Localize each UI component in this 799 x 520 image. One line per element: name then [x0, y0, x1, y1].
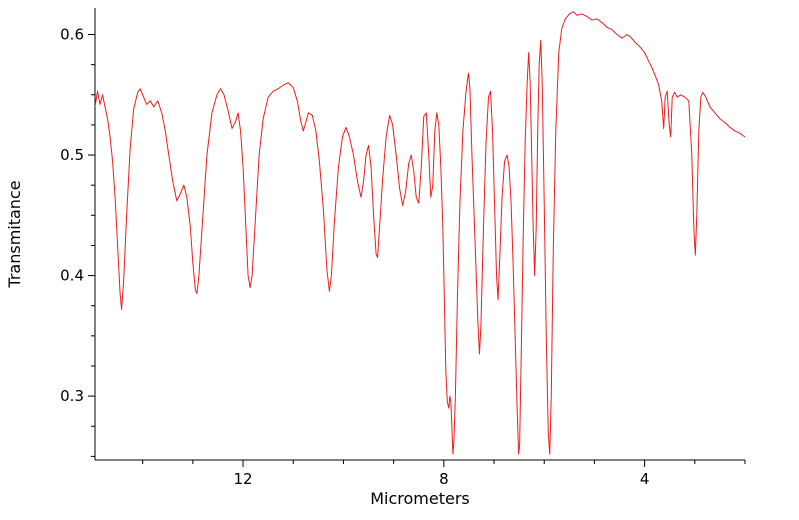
- y-tick-label: 0.6: [60, 26, 84, 44]
- x-axis-label: Micrometers: [370, 489, 470, 508]
- y-tick-label: 0.5: [60, 146, 84, 164]
- series-layer: [95, 11, 745, 455]
- y-axis-label: Transmitance: [5, 180, 24, 288]
- y-tick-label: 0.3: [60, 387, 84, 405]
- axes-layer: 12 8 4 0.3 0.4 0.5 0.6: [60, 8, 746, 488]
- x-tick-label: 8: [439, 470, 449, 488]
- spectrum-line: [95, 11, 745, 455]
- x-tick-label: 4: [640, 470, 650, 488]
- x-tick-label: 12: [234, 470, 253, 488]
- y-tick-label: 0.4: [60, 267, 84, 285]
